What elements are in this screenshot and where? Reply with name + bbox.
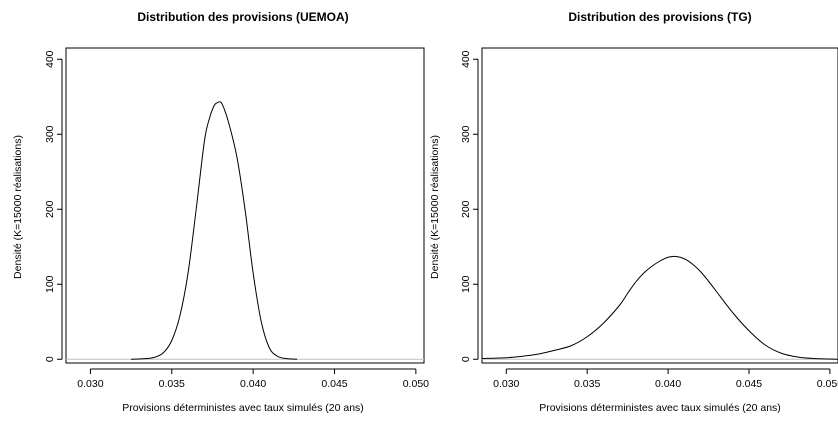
x-tick-label: 0.045	[321, 378, 347, 390]
x-tick-label: 0.035	[574, 378, 600, 390]
y-tick-label: 400	[44, 50, 56, 68]
x-tick-label: 0.050	[817, 378, 838, 390]
y-axis-label: Densité (K=15000 réalisations)	[429, 135, 441, 279]
plot-frame	[481, 47, 838, 364]
y-tick-label: 200	[44, 200, 56, 218]
x-axis: 0.030 0.035 0.040 0.045 0.050	[77, 368, 429, 390]
y-tick-label: 200	[460, 200, 472, 218]
x-tick-label: 0.030	[77, 378, 103, 390]
y-tick-label: 300	[44, 125, 56, 143]
chart-panel-uemoa: Distribution des provisions (UEMOA) Prov…	[12, 10, 429, 414]
x-tick-label: 0.035	[159, 378, 185, 390]
y-tick-label: 100	[44, 275, 56, 293]
chart-title: Distribution des provisions (TG)	[568, 10, 751, 24]
x-tick-label: 0.040	[655, 378, 681, 390]
x-axis-label: Provisions déterministes avec taux simul…	[539, 402, 781, 414]
x-tick-label: 0.030	[493, 378, 519, 390]
y-tick-label: 400	[460, 50, 472, 68]
x-tick-label: 0.050	[403, 378, 429, 390]
chart-title: Distribution des provisions (UEMOA)	[137, 10, 348, 24]
density-curve	[131, 101, 298, 360]
y-axis-label: Densité (K=15000 réalisations)	[12, 135, 24, 279]
density-curve	[481, 255, 838, 360]
y-tick-label: 100	[460, 275, 472, 293]
x-tick-label: 0.045	[736, 378, 762, 390]
plot-frame	[65, 47, 425, 364]
y-tick-label: 300	[460, 125, 472, 143]
x-tick-label: 0.040	[240, 378, 266, 390]
x-axis-label: Provisions déterministes avec taux simul…	[122, 402, 364, 414]
y-tick-label: 0	[44, 356, 56, 362]
x-axis: 0.030 0.035 0.040 0.045 0.050	[493, 368, 838, 390]
y-axis: 0 100 200 300 400	[460, 50, 479, 362]
y-axis: 0 100 200 300 400	[44, 50, 63, 362]
y-tick-label: 0	[460, 356, 472, 362]
chart-panel-tg: Distribution des provisions (TG) Provisi…	[429, 10, 838, 414]
